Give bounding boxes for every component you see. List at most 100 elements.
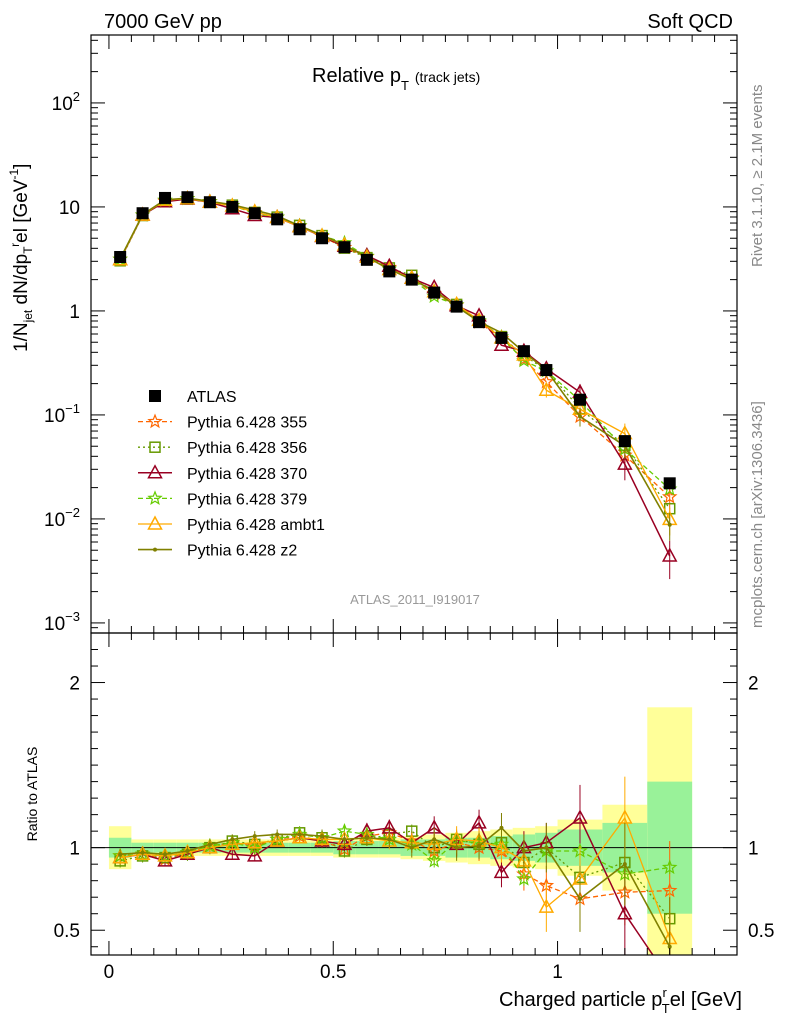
ratio-panel-frame: [90, 632, 738, 956]
ratio-point-series-4-7: [269, 832, 285, 847]
main-point-series-3-18: [516, 352, 532, 368]
data-point-20: [573, 393, 586, 406]
ratio-point-series-4-8: [291, 829, 308, 844]
main-y-tick-base-2: 10: [44, 406, 65, 427]
legend-marker-5: [147, 515, 163, 530]
ratio-point-series-5-8: [297, 832, 302, 837]
ratio-point-series-4-0: [112, 848, 128, 864]
chart-title: Relative pT (track jets): [312, 65, 480, 93]
legend-marker-0: [149, 390, 161, 402]
ratio-point-series-4-19: [538, 898, 555, 913]
main-y-tick-base-0: 10: [44, 614, 65, 635]
ratio-point-series-3-22: [661, 859, 678, 875]
ratio-point-series-5-16: [477, 844, 482, 849]
legend-label-2: Pythia 6.428 356: [187, 440, 307, 457]
ratio-y-tick-label-left-0: 0.5: [54, 921, 80, 942]
main-y-tick-label-1: 10−2: [44, 505, 80, 531]
x-tick-label-0: 0: [104, 962, 115, 983]
legend-label-0: ATLAS: [187, 389, 237, 406]
chart-title-main: Relative p: [312, 65, 401, 87]
ratio-point-series-4-2: [157, 847, 173, 862]
y-axis-label: 1/Njet dN/dpTrel [GeV-1]: [7, 164, 35, 352]
ratio-point-series-5-1: [140, 850, 145, 855]
x-label-sup: r: [662, 985, 667, 1000]
ratio-point-series-5-19: [544, 845, 549, 850]
ratio-point-series-4-4: [202, 839, 218, 854]
header-right: Soft QCD: [647, 11, 733, 33]
side-label-bottom: mcplots.cern.ch [arXiv:1306.3436]: [749, 401, 766, 628]
ratio-point-series-5-13: [409, 845, 414, 850]
data-point-10: [338, 241, 351, 254]
ratio-y-tick-label-right-2: 2: [748, 674, 759, 695]
ratio-point-series-5-14: [432, 837, 437, 842]
ratio-point-series-4-5: [224, 835, 241, 851]
ratio-point-series-5-0: [118, 852, 123, 857]
ratio-point-series-5-11: [364, 835, 369, 840]
side-label-top: Rivet 3.1.10, ≥ 2.1M events: [749, 85, 766, 268]
ratio-point-series-5-20: [577, 896, 582, 901]
data-point-19: [540, 364, 553, 377]
main-y-tick-base-1: 10: [44, 510, 65, 531]
ratio-point-series-5-22: [667, 944, 672, 949]
data-point-6: [248, 207, 261, 220]
ratio-y-axis-label: Ratio to ATLAS: [24, 747, 40, 842]
y-label-sup3: -1: [7, 168, 21, 179]
x-axis-label: Charged particle pr Tel [GeV]: [499, 985, 742, 1016]
ratio-y-tick-label-right-1: 1: [748, 839, 759, 860]
legend-marker-2: [149, 441, 161, 453]
ratio-point-series-5-18: [521, 848, 526, 853]
ratio-point-series-2-17: [493, 863, 510, 879]
main-point-series-2-17: [493, 336, 510, 352]
data-point-5: [226, 200, 239, 213]
main-point-series-0-22: [661, 488, 678, 504]
main-series: [112, 190, 678, 580]
ratio-point-series-5-6: [252, 834, 257, 839]
legend-label-3: Pythia 6.428 370: [187, 466, 307, 483]
main-point-series-4-19: [538, 381, 555, 396]
ratio-point-series-5-4: [207, 842, 212, 847]
ratio-point-series-4-9: [314, 830, 330, 846]
main-y-tick-label-3: 1: [69, 302, 80, 323]
ratio-point-series-2-20: [572, 809, 588, 824]
main-point-series-2-21: [617, 455, 633, 470]
ratio-y-ticks: 0.5 0.5 1 1 2 2: [54, 649, 774, 948]
ratio-point-series-2-6: [246, 847, 263, 862]
data-point-17: [495, 331, 508, 344]
data-point-0: [114, 251, 127, 264]
legend-marker-3: [147, 464, 163, 479]
data-point-21: [618, 435, 631, 448]
x-tick-label-2: 1: [552, 962, 563, 983]
y-label-part1: 1/N: [11, 322, 32, 352]
main-y-tick-exp-1: −2: [65, 505, 80, 520]
main-y-tick-exp-5: 2: [73, 89, 80, 104]
main-y-tick-exp-2: −1: [65, 401, 80, 416]
ratio-series: [112, 776, 678, 985]
header-left: 7000 GeV pp: [104, 11, 222, 33]
main-y-tick-label-2: 10−1: [44, 401, 80, 427]
ratio-y-tick-label-right-0: 0.5: [748, 921, 774, 942]
data-point-11: [360, 253, 373, 266]
ratio-point-series-5-12: [387, 837, 392, 842]
ratio-point-series-2-22: [663, 973, 676, 985]
ratio-point-series-4-17: [493, 839, 510, 854]
y-label-part4: ]: [11, 164, 32, 169]
y-label-part3: el [GeV: [11, 179, 32, 243]
data-point-2: [159, 191, 172, 204]
ratio-point-series-5-15: [454, 845, 459, 850]
data-point-15: [450, 300, 463, 313]
ratio-point-series-5-10: [342, 837, 347, 842]
y-label-sub2: T: [21, 246, 35, 254]
data-point-13: [405, 273, 418, 286]
data-point-16: [473, 316, 486, 329]
legend-label-5: Pythia 6.428 ambt1: [187, 517, 325, 534]
main-y-tick-base-4: 10: [59, 198, 80, 219]
data-point-12: [383, 265, 396, 278]
data-point-8: [293, 223, 306, 236]
ratio-point-series-5-3: [185, 848, 190, 853]
ratio-y-tick-label-left-2: 2: [69, 674, 80, 695]
ratio-point-series-5-2: [163, 852, 168, 857]
main-point-series-5-22: [667, 522, 672, 527]
main-y-tick-base-5: 10: [52, 94, 73, 115]
